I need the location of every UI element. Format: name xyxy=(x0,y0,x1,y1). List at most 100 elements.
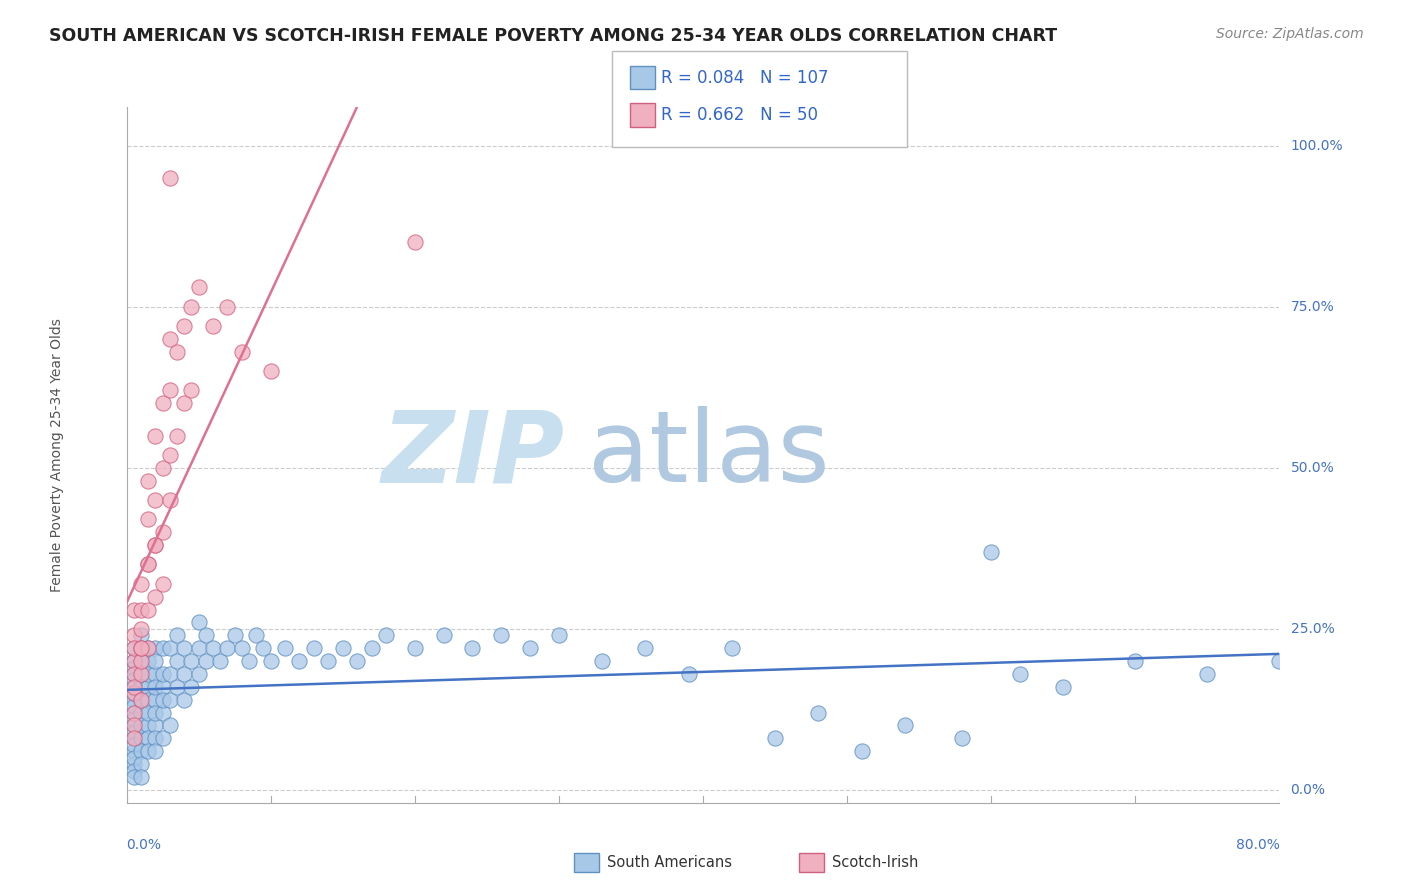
Point xyxy=(180,654,202,668)
Point xyxy=(224,628,246,642)
Point xyxy=(180,300,202,314)
Point xyxy=(145,654,166,668)
Text: 0.0%: 0.0% xyxy=(127,838,162,852)
Point xyxy=(122,744,145,758)
Point xyxy=(166,680,188,694)
Point xyxy=(122,770,145,784)
Point xyxy=(145,706,166,720)
Point xyxy=(122,654,145,668)
Point xyxy=(122,764,145,778)
Point xyxy=(166,628,188,642)
Point xyxy=(136,744,159,758)
Point xyxy=(238,654,260,668)
Text: ZIP: ZIP xyxy=(381,407,565,503)
Point xyxy=(173,396,195,410)
Point xyxy=(122,667,145,681)
Point xyxy=(122,667,145,681)
Point xyxy=(122,757,145,772)
Point xyxy=(159,641,181,656)
Point xyxy=(173,641,195,656)
Point xyxy=(136,731,159,746)
Point xyxy=(194,628,217,642)
Point xyxy=(136,680,159,694)
Point xyxy=(122,641,145,656)
Point xyxy=(122,680,145,694)
Point xyxy=(404,235,426,250)
Point xyxy=(152,460,174,475)
Point xyxy=(894,718,917,732)
Point xyxy=(166,428,188,442)
Point xyxy=(136,474,159,488)
Point xyxy=(259,654,281,668)
Point xyxy=(145,680,166,694)
Point xyxy=(173,692,195,706)
Point xyxy=(152,576,174,591)
Point xyxy=(152,692,174,706)
Point xyxy=(122,641,145,656)
Point xyxy=(194,654,217,668)
Point xyxy=(136,558,159,572)
Point xyxy=(159,332,181,346)
Point xyxy=(187,615,209,630)
Point xyxy=(217,300,239,314)
Point xyxy=(720,641,742,656)
Point xyxy=(807,706,830,720)
Point xyxy=(332,641,354,656)
Point xyxy=(152,680,174,694)
Point xyxy=(145,667,166,681)
Point xyxy=(145,538,166,552)
Point xyxy=(404,641,426,656)
Point xyxy=(159,384,181,398)
Point xyxy=(129,641,152,656)
Point xyxy=(145,493,166,508)
Point xyxy=(591,654,613,668)
Text: Female Poverty Among 25-34 Year Olds: Female Poverty Among 25-34 Year Olds xyxy=(51,318,65,592)
Point xyxy=(122,725,145,739)
Point xyxy=(129,602,152,616)
Point xyxy=(152,667,174,681)
Point xyxy=(122,718,145,732)
Point xyxy=(122,738,145,752)
Point xyxy=(145,590,166,604)
Point xyxy=(302,641,325,656)
Point xyxy=(489,628,512,642)
Point xyxy=(129,680,152,694)
Point xyxy=(433,628,456,642)
Point xyxy=(152,731,174,746)
Point xyxy=(129,692,152,706)
Text: Source: ZipAtlas.com: Source: ZipAtlas.com xyxy=(1216,27,1364,41)
Point xyxy=(252,641,274,656)
Point xyxy=(166,654,188,668)
Point xyxy=(202,319,225,334)
Point xyxy=(217,641,239,656)
Point xyxy=(1008,667,1031,681)
Point xyxy=(122,731,145,746)
Point xyxy=(274,641,297,656)
Point xyxy=(129,770,152,784)
Text: South Americans: South Americans xyxy=(607,855,733,870)
Point xyxy=(136,558,159,572)
Point xyxy=(461,641,484,656)
Text: R = 0.662   N = 50: R = 0.662 N = 50 xyxy=(661,106,818,124)
Point xyxy=(173,319,195,334)
Point xyxy=(202,641,225,656)
Point xyxy=(136,718,159,732)
Point xyxy=(129,667,152,681)
Point xyxy=(634,641,657,656)
Point xyxy=(145,744,166,758)
Text: SOUTH AMERICAN VS SCOTCH-IRISH FEMALE POVERTY AMONG 25-34 YEAR OLDS CORRELATION : SOUTH AMERICAN VS SCOTCH-IRISH FEMALE PO… xyxy=(49,27,1057,45)
Point xyxy=(980,544,1002,558)
Point xyxy=(152,641,174,656)
Point xyxy=(145,692,166,706)
Text: R = 0.084   N = 107: R = 0.084 N = 107 xyxy=(661,69,828,87)
Point xyxy=(122,660,145,674)
Point xyxy=(136,641,159,656)
Point xyxy=(187,667,209,681)
Point xyxy=(136,602,159,616)
Point xyxy=(1197,667,1219,681)
Point xyxy=(136,692,159,706)
Point xyxy=(122,712,145,726)
Point xyxy=(122,750,145,764)
Point xyxy=(159,692,181,706)
Point xyxy=(166,344,188,359)
